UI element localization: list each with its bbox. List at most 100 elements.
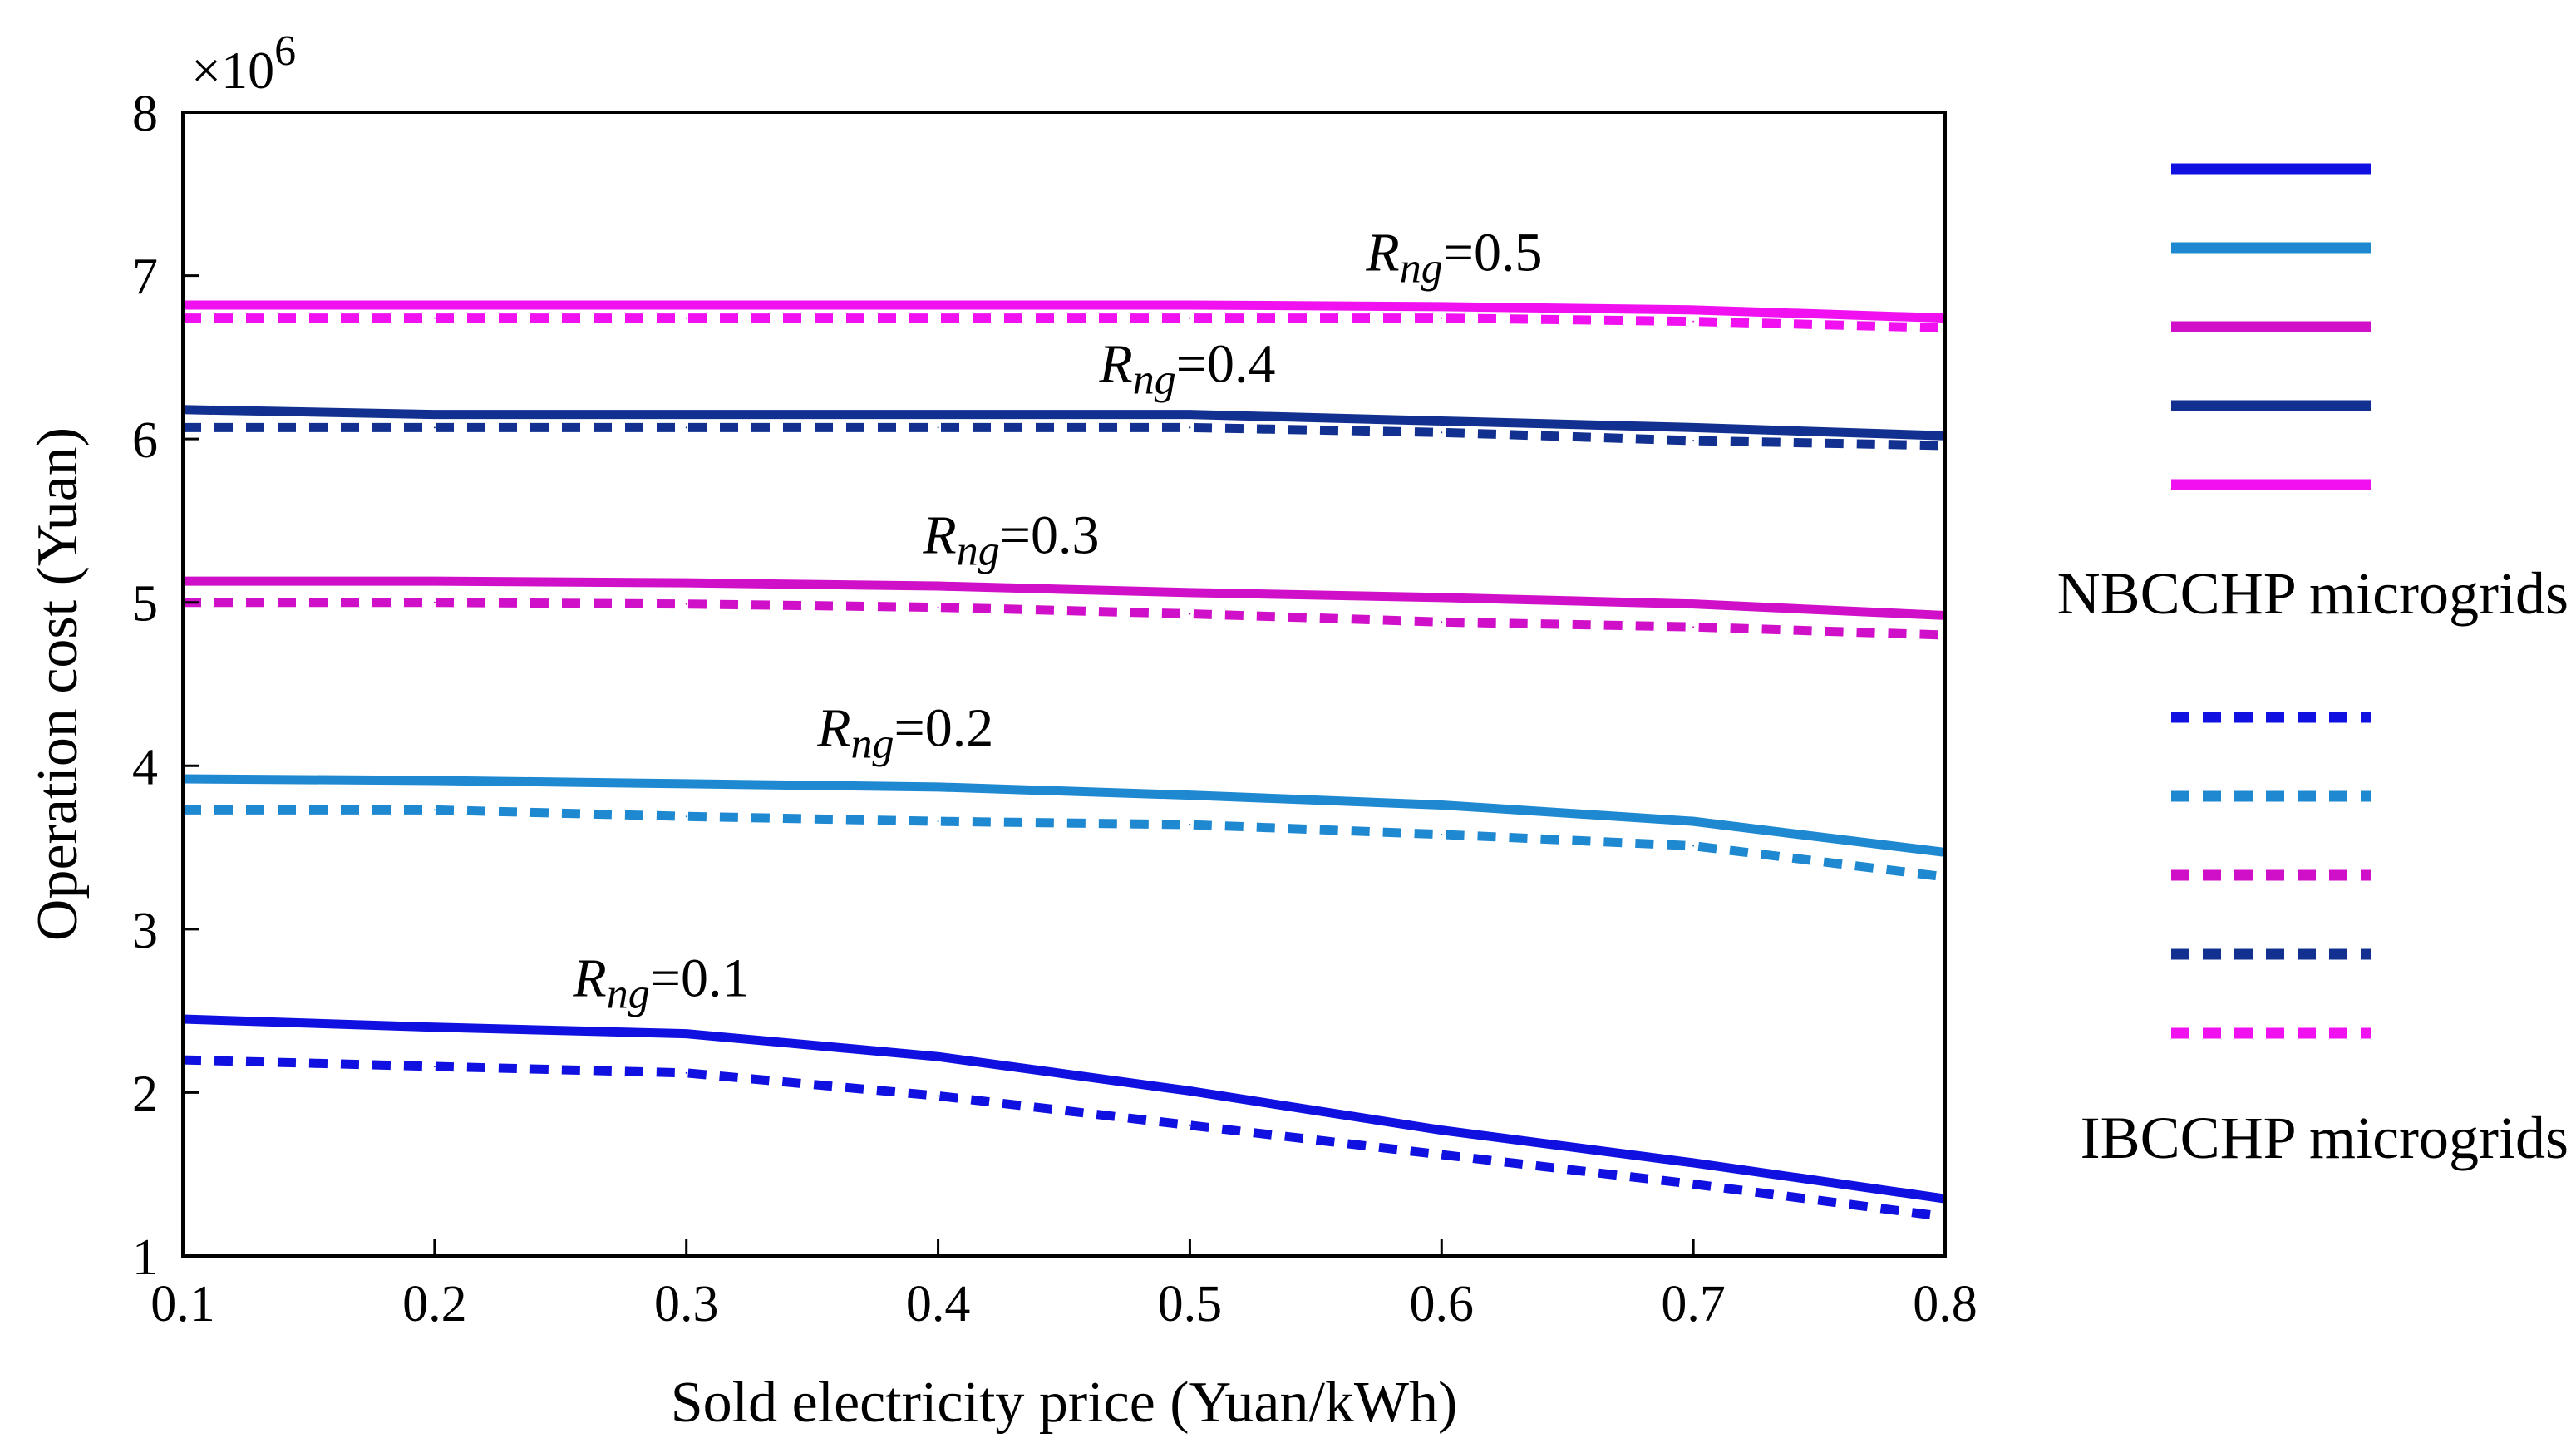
series-line-ibcchp-rng-0-1 — [182, 1055, 1946, 1222]
data-point — [685, 815, 687, 818]
data-point — [433, 317, 436, 319]
data-point — [1189, 591, 1191, 593]
data-point — [1441, 621, 1443, 623]
data-point — [1441, 596, 1443, 598]
y-axis-label: Operation cost (Yuan) — [26, 427, 90, 941]
rng-annotation: Rng=0.4 — [1098, 333, 1275, 403]
data-point — [937, 585, 939, 588]
y-tick-label: 2 — [132, 1066, 158, 1122]
data-point — [1692, 1161, 1695, 1164]
data-point — [1692, 320, 1695, 323]
data-point — [1189, 824, 1191, 826]
data-point — [937, 606, 939, 608]
data-point — [433, 809, 436, 811]
y-tick-label: 5 — [132, 576, 158, 633]
data-point — [433, 303, 436, 306]
legend-label: NBCCHP microgrids — [2057, 560, 2569, 627]
data-point — [433, 426, 436, 429]
data-point — [1189, 317, 1191, 319]
data-point — [685, 603, 687, 605]
data-point — [1441, 305, 1443, 308]
data-point — [937, 303, 939, 306]
x-tick-label: 0.6 — [1410, 1276, 1475, 1332]
data-point — [937, 1056, 939, 1058]
series-line-ibcchp-rng-0-2 — [183, 805, 1946, 882]
data-point — [1692, 845, 1695, 847]
data-point — [1692, 603, 1695, 605]
series-line-nbcchp-rng-0-4 — [182, 405, 1946, 441]
data-point — [937, 786, 939, 788]
data-point — [433, 601, 436, 603]
data-point — [937, 426, 939, 429]
x-tick-label: 0.8 — [1913, 1276, 1978, 1332]
data-point — [937, 413, 939, 416]
x-tick-label: 0.3 — [654, 1276, 719, 1332]
y-tick-label: 6 — [132, 412, 158, 469]
series-line-nbcchp-rng-0-1 — [182, 1014, 1946, 1204]
series-line-nbcchp-rng-0-5 — [183, 300, 1946, 323]
legend: NBCCHP microgrids IBCCHP microgrids — [2057, 163, 2569, 1171]
y-multiplier: ×106 — [191, 27, 296, 100]
series-line-nbcchp-rng-0-3 — [183, 576, 1946, 620]
data-point — [433, 1065, 436, 1067]
series-line-nbcchp-rng-0-2 — [182, 774, 1946, 857]
y-tick-label: 3 — [132, 903, 158, 959]
data-point — [1189, 426, 1191, 429]
data-point — [685, 317, 687, 319]
y-tick-label: 1 — [132, 1229, 158, 1286]
y-tick-label: 4 — [132, 739, 158, 795]
rng-annotation: Rng=0.5 — [1365, 223, 1542, 293]
x-tick-label: 0.5 — [1158, 1276, 1223, 1332]
x-tick-label: 0.7 — [1661, 1276, 1726, 1332]
data-point — [937, 317, 939, 319]
data-point — [1441, 1154, 1443, 1156]
series-layer — [182, 300, 1946, 1222]
series-line-ibcchp-rng-0-3 — [183, 598, 1946, 640]
data-point — [1189, 303, 1191, 306]
rng-annotation: Rng=0.2 — [816, 698, 993, 768]
data-point — [685, 582, 687, 584]
data-point — [1441, 804, 1443, 806]
data-point — [1189, 1124, 1191, 1126]
data-point — [1441, 1129, 1443, 1131]
data-point — [1692, 1183, 1695, 1185]
data-point — [685, 1032, 687, 1035]
plot-frame — [181, 111, 1947, 1258]
data-point — [1441, 317, 1443, 319]
data-point — [685, 303, 687, 306]
data-point — [937, 1095, 939, 1097]
data-point — [937, 820, 939, 823]
series-line-ibcchp-rng-0-4 — [183, 422, 1946, 451]
data-point — [433, 580, 436, 583]
data-point — [1189, 1090, 1191, 1092]
data-point — [1189, 794, 1191, 796]
data-point — [1441, 420, 1443, 422]
legend-label: IBCCHP microgrids — [2081, 1105, 2569, 1171]
data-point — [685, 413, 687, 416]
data-point — [433, 1026, 436, 1028]
data-point — [685, 782, 687, 785]
data-point — [433, 779, 436, 781]
ticks-layer: 0.1 0.2 0.3 0.4 0.5 0.6 0.7 0.8 1 2 3 4 5 6 7 8 — [132, 86, 1978, 1332]
data-point — [1441, 833, 1443, 835]
data-point — [1692, 426, 1695, 429]
data-point — [1692, 440, 1695, 442]
x-tick-label: 0.2 — [402, 1276, 467, 1332]
data-point — [685, 1071, 687, 1074]
data-point — [433, 413, 436, 416]
data-point — [1692, 820, 1695, 823]
x-tick-label: 0.4 — [906, 1276, 971, 1332]
data-point — [1189, 413, 1191, 416]
rng-annotation: Rng=0.1 — [572, 948, 749, 1017]
data-point — [1692, 308, 1695, 311]
y-tick-label: 7 — [132, 249, 158, 306]
data-point — [1692, 626, 1695, 628]
series-line-ibcchp-rng-0-5 — [183, 313, 1946, 332]
y-tick-label: 8 — [132, 86, 158, 142]
data-point — [1189, 613, 1191, 615]
data-point — [685, 426, 687, 429]
annotation-layer: Rng=0.5 Rng=0.4 Rng=0.3 Rng=0.2 Rng=0.1 — [572, 223, 1542, 1018]
rng-annotation: Rng=0.3 — [922, 505, 1099, 575]
x-axis-label: Sold electricity price (Yuan/kWh) — [671, 1371, 1458, 1435]
